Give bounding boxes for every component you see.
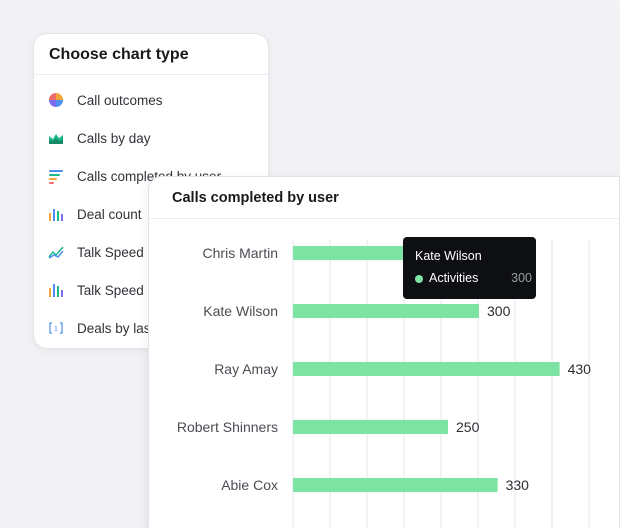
tooltip-title: Kate Wilson xyxy=(415,249,482,263)
category-label: Chris Martin xyxy=(203,245,278,261)
bar-chart: Chris Martin Kate Wilson 300 Ray Amay 430 Rob… xyxy=(177,239,592,528)
value-label: 330 xyxy=(506,477,530,493)
pie-chart-icon xyxy=(48,92,64,108)
vertical-bar-chart-icon xyxy=(48,282,64,298)
tooltip-series-dot xyxy=(415,275,423,283)
chart-card: Calls completed by user Chris Martin Kate… xyxy=(148,176,620,528)
chart-type-item-talk-speed-bar[interactable]: Talk Speed xyxy=(34,273,268,307)
chart-type-item-call-outcomes[interactable]: Call outcomes xyxy=(34,83,268,117)
chart-type-item-deal-count[interactable]: Deal count xyxy=(34,197,268,231)
category-label: Robert Shinners xyxy=(177,419,278,435)
tooltip-series-name: Activities xyxy=(429,271,479,285)
chart-title: Calls completed by user xyxy=(149,177,619,219)
chart-tooltip: Kate Wilson Activities 300 xyxy=(403,237,536,299)
bar[interactable] xyxy=(293,420,448,434)
bar[interactable] xyxy=(293,304,479,318)
category-label: Kate Wilson xyxy=(203,303,278,319)
horizontal-bar-chart-icon xyxy=(48,168,64,184)
value-label: 250 xyxy=(456,419,480,435)
chart-type-label: Talk Speed xyxy=(77,244,144,260)
chart-type-label: Calls by day xyxy=(77,130,151,146)
picker-title: Choose chart type xyxy=(34,34,268,75)
bar[interactable] xyxy=(293,478,498,492)
number-icon: 1 xyxy=(48,320,64,336)
category-label: Abie Cox xyxy=(221,477,278,493)
bar[interactable] xyxy=(293,362,560,376)
vertical-bar-chart-icon xyxy=(48,206,64,222)
chart-type-item-talk-speed-line[interactable]: Talk Speed xyxy=(34,235,268,269)
chart-type-label: Talk Speed xyxy=(77,282,144,298)
line-chart-icon xyxy=(48,244,64,260)
area-chart-icon xyxy=(48,130,64,146)
category-label: Ray Amay xyxy=(214,361,278,377)
tooltip-value: 300 xyxy=(511,271,532,285)
chart-type-item-deals-by-last[interactable]: 1 Deals by las xyxy=(34,311,268,345)
bar[interactable] xyxy=(293,246,413,260)
svg-text:1: 1 xyxy=(54,326,58,333)
value-label: 300 xyxy=(487,303,511,319)
chart-type-label: Deals by las xyxy=(77,320,151,336)
chart-type-label: Call outcomes xyxy=(77,92,163,108)
chart-type-item-calls-by-day[interactable]: Calls by day xyxy=(34,121,268,155)
value-label: 430 xyxy=(568,361,592,377)
chart-type-label: Deal count xyxy=(77,206,142,222)
